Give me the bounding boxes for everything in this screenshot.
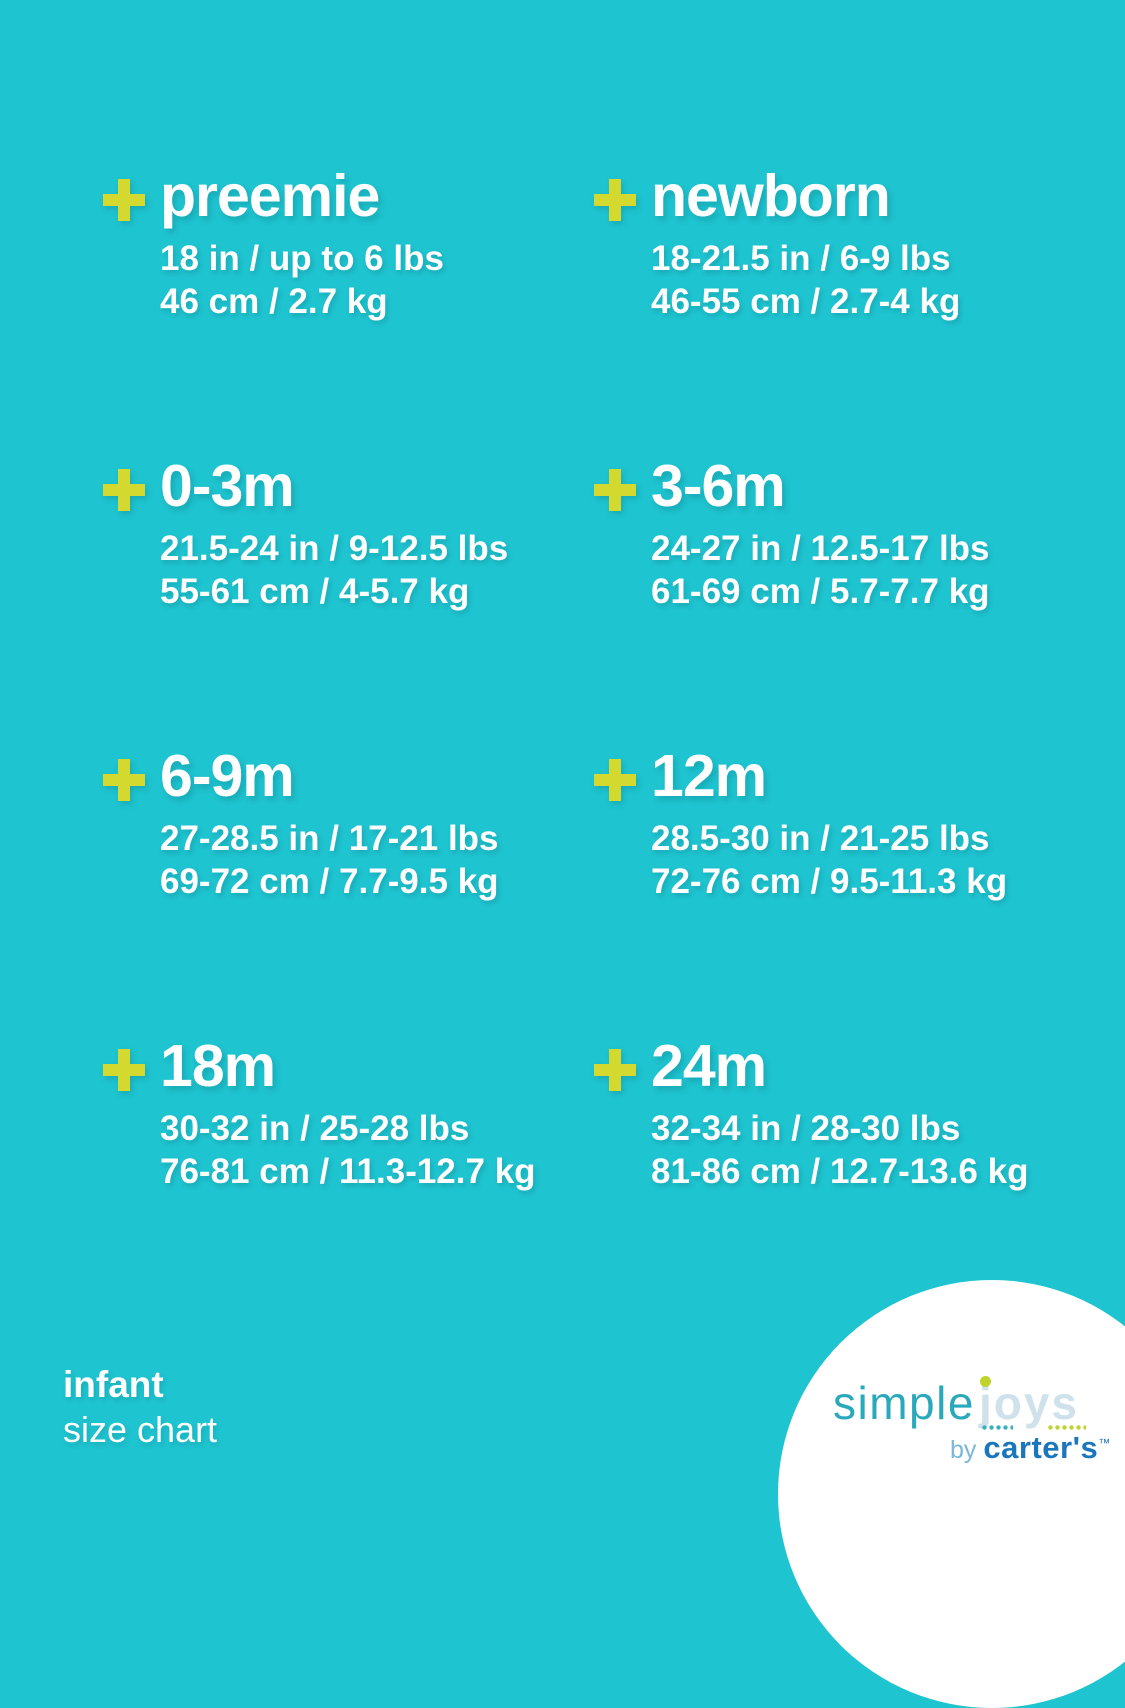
j-dot-icon bbox=[980, 1376, 991, 1387]
size-name: 12m bbox=[651, 743, 767, 809]
size-metric: 46-55 cm / 2.7-4 kg bbox=[651, 282, 961, 321]
size-imperial: 18-21.5 in / 6-9 lbs bbox=[651, 239, 951, 278]
plus-icon bbox=[103, 1049, 145, 1091]
size-name: 3-6m bbox=[651, 453, 786, 519]
size-entry-6-9m: 6-9m 27-28.5 in / 17-21 lbs 69-72 cm / 7… bbox=[103, 747, 499, 903]
size-metric: 72-76 cm / 9.5-11.3 kg bbox=[651, 862, 1008, 901]
size-metric: 55-61 cm / 4-5.7 kg bbox=[160, 572, 470, 611]
size-entry-preemie: preemie 18 in / up to 6 lbs 46 cm / 2.7 … bbox=[103, 167, 444, 323]
category-label: infant bbox=[63, 1364, 164, 1405]
brand-logo-circle: simplejoys by carter's™ bbox=[778, 1280, 1125, 1708]
size-info: 3-6m 24-27 in / 12.5-17 lbs 61-69 cm / 5… bbox=[651, 457, 990, 613]
plus-icon bbox=[103, 469, 145, 511]
size-entry-newborn: newborn 18-21.5 in / 6-9 lbs 46-55 cm / … bbox=[594, 167, 960, 323]
size-metric: 81-86 cm / 12.7-13.6 kg bbox=[651, 1152, 1029, 1191]
size-info: preemie 18 in / up to 6 lbs 46 cm / 2.7 … bbox=[160, 167, 444, 323]
logo-word-simple: simple bbox=[833, 1377, 975, 1429]
logo-wordmark: simplejoys bbox=[833, 1376, 1079, 1429]
size-name: newborn bbox=[651, 163, 891, 229]
size-imperial: 28.5-30 in / 21-25 lbs bbox=[651, 819, 990, 858]
plus-icon bbox=[594, 759, 636, 801]
size-name: 0-3m bbox=[160, 453, 295, 519]
size-imperial: 18 in / up to 6 lbs bbox=[160, 239, 444, 278]
plus-icon bbox=[103, 179, 145, 221]
size-entry-24m: 24m 32-34 in / 28-30 lbs 81-86 cm / 12.7… bbox=[594, 1037, 1028, 1193]
logo-word-joys: joys bbox=[978, 1377, 1079, 1429]
size-imperial: 21.5-24 in / 9-12.5 lbs bbox=[160, 529, 509, 568]
size-metric: 69-72 cm / 7.7-9.5 kg bbox=[160, 862, 499, 901]
size-name: 6-9m bbox=[160, 743, 295, 809]
size-metric: 61-69 cm / 5.7-7.7 kg bbox=[651, 572, 990, 611]
dotted-underline-teal bbox=[982, 1425, 1013, 1430]
size-info: 24m 32-34 in / 28-30 lbs 81-86 cm / 12.7… bbox=[651, 1037, 1028, 1193]
size-name: 24m bbox=[651, 1033, 767, 1099]
size-metric: 76-81 cm / 11.3-12.7 kg bbox=[160, 1152, 536, 1191]
size-info: newborn 18-21.5 in / 6-9 lbs 46-55 cm / … bbox=[651, 167, 960, 323]
size-info: 0-3m 21.5-24 in / 9-12.5 lbs 55-61 cm / … bbox=[160, 457, 508, 613]
size-info: 18m 30-32 in / 25-28 lbs 76-81 cm / 11.3… bbox=[160, 1037, 536, 1193]
trademark-symbol: ™ bbox=[1098, 1436, 1111, 1450]
size-info: 6-9m 27-28.5 in / 17-21 lbs 69-72 cm / 7… bbox=[160, 747, 499, 903]
plus-icon bbox=[594, 469, 636, 511]
plus-icon bbox=[594, 179, 636, 221]
size-imperial: 32-34 in / 28-30 lbs bbox=[651, 1109, 961, 1148]
size-info: 12m 28.5-30 in / 21-25 lbs 72-76 cm / 9.… bbox=[651, 747, 1007, 903]
size-name: 18m bbox=[160, 1033, 276, 1099]
size-imperial: 24-27 in / 12.5-17 lbs bbox=[651, 529, 990, 568]
plus-icon bbox=[594, 1049, 636, 1091]
size-imperial: 27-28.5 in / 17-21 lbs bbox=[160, 819, 499, 858]
plus-icon bbox=[103, 759, 145, 801]
logo-byline: by carter's™ bbox=[950, 1430, 1110, 1466]
size-imperial: 30-32 in / 25-28 lbs bbox=[160, 1109, 470, 1148]
logo-carters: carter's bbox=[983, 1430, 1099, 1465]
size-entry-18m: 18m 30-32 in / 25-28 lbs 76-81 cm / 11.3… bbox=[103, 1037, 536, 1193]
dotted-underline-green bbox=[1048, 1425, 1086, 1430]
size-name: preemie bbox=[160, 163, 380, 229]
size-entry-3-6m: 3-6m 24-27 in / 12.5-17 lbs 61-69 cm / 5… bbox=[594, 457, 990, 613]
chart-caption: infant size chart bbox=[63, 1366, 217, 1448]
size-entry-12m: 12m 28.5-30 in / 21-25 lbs 72-76 cm / 9.… bbox=[594, 747, 1007, 903]
logo-by: by bbox=[950, 1436, 977, 1464]
size-entry-0-3m: 0-3m 21.5-24 in / 9-12.5 lbs 55-61 cm / … bbox=[103, 457, 508, 613]
chart-type-label: size chart bbox=[63, 1409, 218, 1450]
size-metric: 46 cm / 2.7 kg bbox=[160, 282, 388, 321]
